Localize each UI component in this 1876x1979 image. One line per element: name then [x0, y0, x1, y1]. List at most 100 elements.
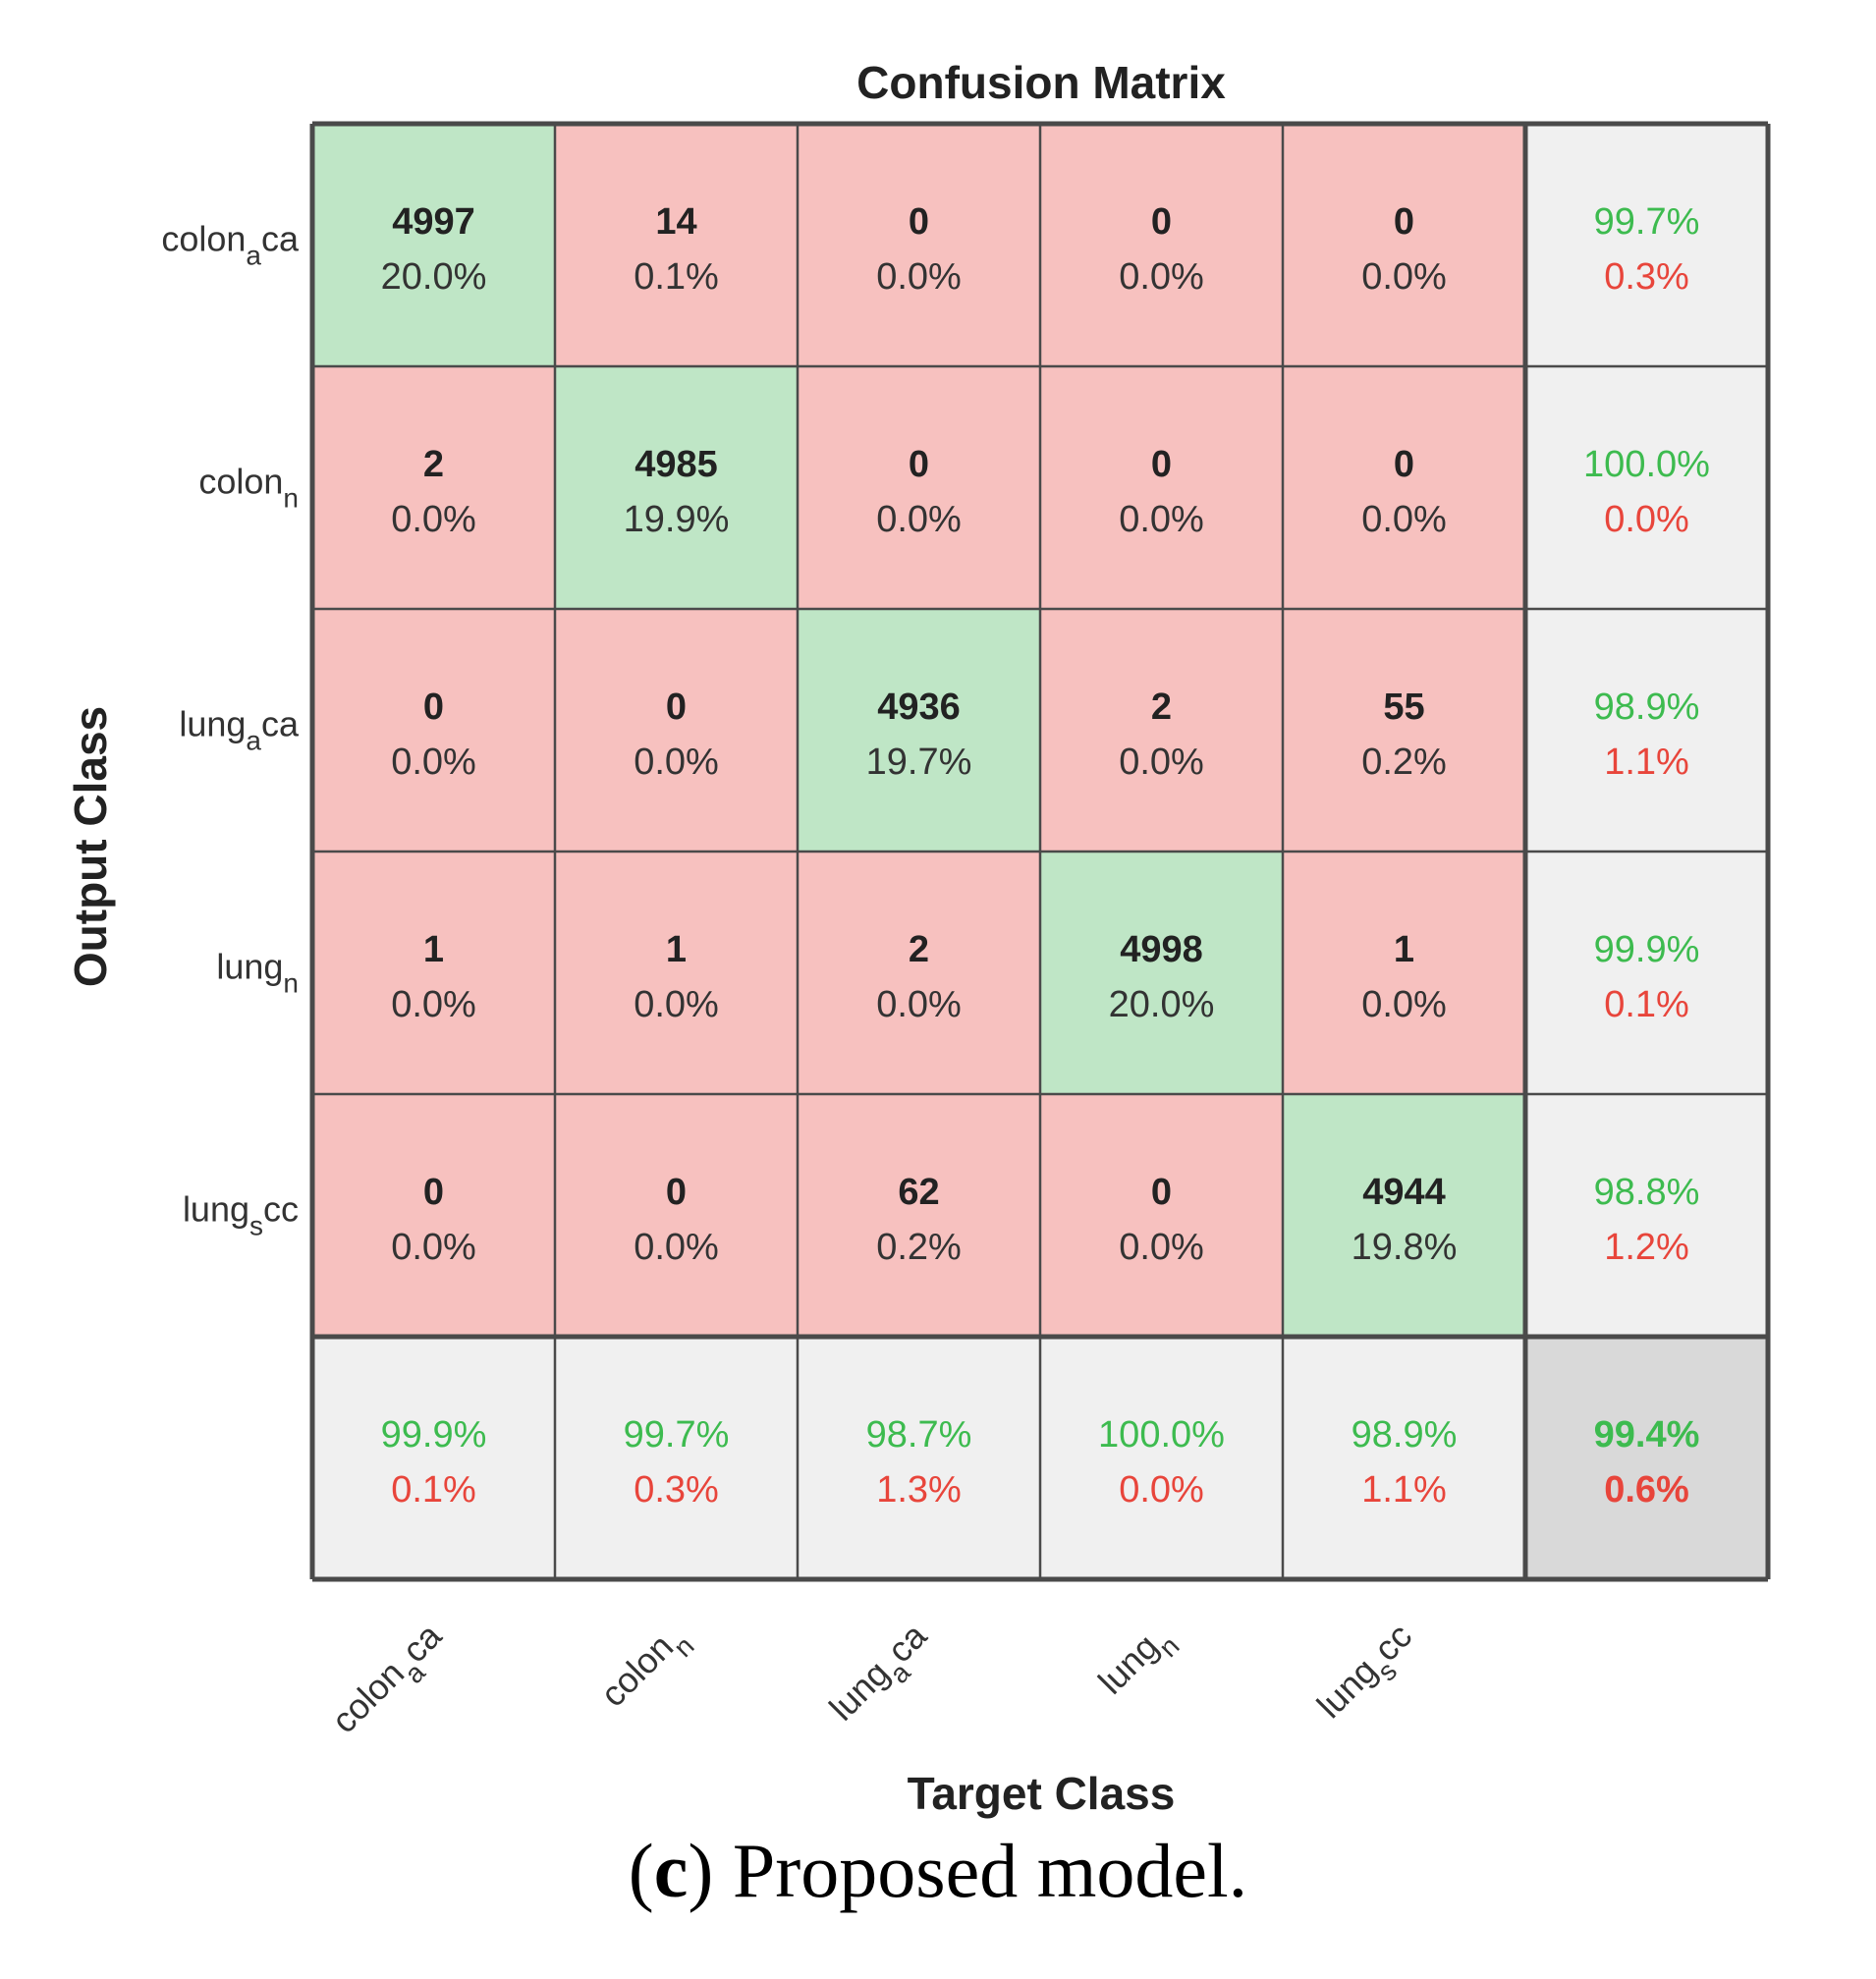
- class-label-base: colon: [323, 1653, 412, 1741]
- error-cell: [798, 852, 1040, 1094]
- error-cell: [798, 366, 1040, 609]
- col-summary-cell: [1283, 1337, 1525, 1579]
- class-label-base: colon: [198, 462, 283, 502]
- matrix-grid: [309, 121, 1771, 1582]
- cell-percent: 0.0%: [1119, 1227, 1204, 1268]
- caption-open: (: [628, 1828, 654, 1913]
- cell-count: 0: [1394, 444, 1414, 485]
- cell-count: 2: [423, 444, 444, 485]
- error-cell: [1283, 852, 1525, 1094]
- cell-count: 0: [423, 1172, 444, 1213]
- row-summary-cell: [1525, 852, 1768, 1094]
- col-error-rate: 1.3%: [876, 1469, 962, 1511]
- row-correct-rate: 100.0%: [1583, 444, 1710, 485]
- y-tick-label: lungaca: [179, 704, 300, 756]
- error-cell: [312, 609, 555, 852]
- correct-cell: [1283, 1094, 1525, 1337]
- cell-percent: 0.0%: [1361, 256, 1447, 298]
- class-label-base: colon: [592, 1626, 681, 1715]
- cell-count: 2: [909, 929, 929, 970]
- class-label-base: lung: [1090, 1626, 1166, 1702]
- col-error-rate: 1.1%: [1361, 1469, 1447, 1511]
- class-label-suffix: ca: [261, 704, 300, 744]
- class-label-sub: s: [249, 1211, 263, 1241]
- row-summary-cell: [1525, 609, 1768, 852]
- cell-count: 1: [666, 929, 687, 970]
- cell-count: 4944: [1362, 1172, 1446, 1213]
- error-cell: [1040, 366, 1283, 609]
- row-error-rate: 0.0%: [1604, 499, 1689, 540]
- cell-count: 0: [1151, 201, 1172, 243]
- cell-percent: 0.0%: [634, 984, 719, 1025]
- chart-title: Confusion Matrix: [856, 57, 1226, 108]
- error-cell: [312, 852, 555, 1094]
- col-summary-cell: [1040, 1337, 1283, 1579]
- correct-cell: [312, 124, 555, 366]
- error-cell: [1040, 609, 1283, 852]
- class-label-suffix: cc: [1366, 1616, 1419, 1669]
- row-summary-cell: [1525, 366, 1768, 609]
- row-error-rate: 1.1%: [1604, 742, 1689, 783]
- cell-count: 4997: [392, 201, 475, 243]
- x-tick-label: lungaca: [821, 1615, 943, 1736]
- error-cell: [1283, 609, 1525, 852]
- class-label-base: lung: [821, 1653, 897, 1729]
- error-cell: [1040, 124, 1283, 366]
- cell-count: 0: [666, 1172, 687, 1213]
- cell-percent: 0.2%: [876, 1227, 962, 1268]
- overall-cell: [1525, 1337, 1768, 1579]
- col-summary-cell: [312, 1337, 555, 1579]
- figure-caption: (c) Proposed model.: [0, 1827, 1876, 1915]
- x-tick-label: colonn: [592, 1616, 699, 1723]
- error-cell: [555, 852, 798, 1094]
- col-summary-cell: [555, 1337, 798, 1579]
- cell-percent: 0.0%: [391, 499, 476, 540]
- x-tick-label: lungscc: [1309, 1616, 1428, 1734]
- cell-count: 4936: [877, 687, 961, 728]
- col-error-rate: 0.0%: [1119, 1469, 1204, 1511]
- cell-count: 0: [1394, 201, 1414, 243]
- error-cell: [798, 124, 1040, 366]
- error-cell: [555, 609, 798, 852]
- x-axis-label: Target Class: [908, 1768, 1176, 1819]
- col-correct-rate: 99.7%: [624, 1414, 730, 1456]
- cell-count: 4998: [1120, 929, 1203, 970]
- correct-cell: [798, 609, 1040, 852]
- cell-percent: 0.0%: [391, 742, 476, 783]
- class-label-base: lung: [179, 704, 246, 744]
- cell-percent: 0.0%: [1361, 499, 1447, 540]
- row-summary-cell: [1525, 1094, 1768, 1337]
- overall-accuracy: 99.4%: [1594, 1414, 1700, 1456]
- row-error-rate: 0.1%: [1604, 984, 1689, 1025]
- y-tick-label: colonaca: [161, 219, 300, 271]
- cell-percent: 19.7%: [866, 742, 972, 783]
- cell-percent: 0.0%: [1361, 984, 1447, 1025]
- row-error-rate: 0.3%: [1604, 256, 1689, 298]
- row-correct-rate: 98.9%: [1594, 687, 1700, 728]
- row-error-rate: 1.2%: [1604, 1227, 1689, 1268]
- cell-count: 0: [1151, 1172, 1172, 1213]
- error-cell: [1283, 366, 1525, 609]
- class-label-sub: n: [283, 968, 299, 999]
- cell-percent: 0.0%: [1119, 499, 1204, 540]
- x-tick-labels: colonaca colonn lungaca lungn lungscc: [323, 1615, 1428, 1741]
- correct-cell: [555, 366, 798, 609]
- cell-count: 0: [909, 201, 929, 243]
- cell-percent: 0.0%: [634, 742, 719, 783]
- row-correct-rate: 99.9%: [1594, 929, 1700, 970]
- y-tick-label: lungscc: [183, 1189, 299, 1241]
- cell-count: 0: [423, 687, 444, 728]
- col-correct-rate: 98.7%: [866, 1414, 972, 1456]
- col-error-rate: 0.3%: [634, 1469, 719, 1511]
- cell-percent: 0.2%: [1361, 742, 1447, 783]
- cell-percent: 0.0%: [1119, 742, 1204, 783]
- class-label-base: colon: [161, 219, 246, 259]
- cell-count: 0: [1151, 444, 1172, 485]
- matrix-cells: 499720.0%140.1%00.0%00.0%00.0%20.0%49851…: [312, 124, 1768, 1579]
- cell-percent: 20.0%: [381, 256, 487, 298]
- y-tick-label: lungn: [216, 947, 299, 999]
- cell-count: 2: [1151, 687, 1172, 728]
- col-correct-rate: 100.0%: [1098, 1414, 1225, 1456]
- cell-percent: 0.0%: [876, 256, 962, 298]
